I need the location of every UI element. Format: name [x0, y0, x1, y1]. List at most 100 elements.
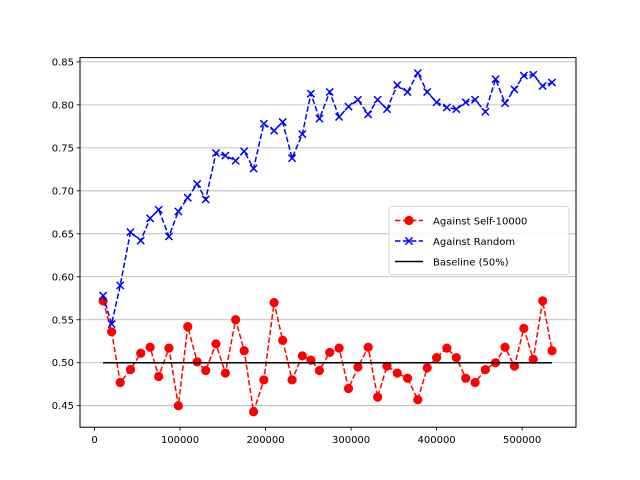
data-point [314, 365, 325, 376]
data-point [509, 361, 520, 371]
data-point [221, 151, 230, 160]
legend-entry-2: Baseline (50%) [395, 257, 509, 268]
data-point [269, 126, 279, 135]
data-point [528, 354, 538, 364]
data-point [500, 99, 510, 108]
data-point [343, 383, 354, 394]
data-point [470, 95, 480, 104]
legend-label: Against Self-10000 [433, 216, 527, 227]
data-point [259, 119, 268, 128]
data-point [452, 105, 461, 114]
data-point [423, 87, 432, 97]
data-point [107, 319, 116, 329]
data-point [382, 361, 392, 371]
series-line [102, 71, 553, 328]
data-point [364, 110, 373, 119]
data-point [315, 114, 324, 123]
data-point [278, 335, 288, 345]
data-point [325, 347, 335, 358]
legend-label: Baseline (50%) [433, 257, 509, 268]
legend-entry-0: Against Self-10000 [395, 215, 527, 227]
legend-entry-1: Against Random [395, 237, 515, 248]
data-point [510, 85, 519, 94]
data-point [372, 392, 383, 402]
y-tick-label: 0.55 [52, 315, 74, 326]
y-tick-label: 0.45 [52, 401, 74, 412]
data-point [442, 343, 452, 353]
data-point [432, 352, 442, 363]
x-tick-label: 500000 [503, 435, 541, 446]
data-point [547, 346, 557, 356]
data-point [183, 193, 192, 202]
data-point [481, 107, 490, 116]
data-point [201, 195, 210, 204]
data-point [126, 227, 135, 237]
data-point [373, 95, 382, 104]
data-point [392, 368, 402, 378]
data-point [239, 346, 249, 356]
y-tick-label: 0.75 [52, 143, 74, 154]
data-point [211, 339, 221, 349]
data-point [287, 154, 297, 163]
x-tick-label: 300000 [332, 435, 370, 446]
data-point [461, 98, 470, 107]
data-point [107, 327, 117, 337]
data-point [297, 351, 307, 361]
axes: 0.45 0.50 0.55 0.60 0.65 0.70 0.75 0.80 0.85 0 100… [52, 57, 541, 446]
data-point [382, 105, 392, 114]
data-point [519, 71, 528, 80]
legend: Against Self-10000 Against Random Baseline… [388, 206, 570, 275]
data-point [363, 342, 373, 352]
data-point [145, 214, 155, 223]
data-point [306, 89, 316, 98]
data-point [98, 291, 108, 300]
data-point [231, 315, 241, 325]
data-point [174, 207, 183, 216]
data-point [353, 95, 363, 104]
data-point [422, 363, 432, 373]
data-point [259, 375, 269, 385]
data-point [470, 377, 480, 388]
y-tick-label: 0.60 [52, 272, 74, 283]
data-point [500, 342, 510, 352]
x-tick-label: 400000 [418, 435, 456, 446]
data-point [136, 348, 146, 358]
data-point [538, 81, 547, 91]
data-point [192, 357, 202, 367]
y-tick-label: 0.65 [52, 229, 74, 240]
data-point [278, 117, 287, 127]
data-point [220, 368, 230, 378]
data-point [136, 236, 145, 245]
data-point [519, 323, 529, 333]
data-point [173, 401, 183, 411]
data-point [529, 70, 538, 79]
y-tick-label: 0.50 [52, 358, 74, 369]
data-point [334, 343, 344, 353]
data-point [164, 343, 174, 353]
data-point [125, 365, 136, 375]
data-point [240, 147, 249, 156]
data-point [393, 80, 402, 90]
data-point [547, 78, 557, 87]
y-tick-label: 0.85 [52, 57, 74, 68]
data-point [491, 74, 500, 84]
data-point [442, 103, 451, 112]
data-point [211, 148, 221, 158]
data-point [451, 352, 461, 363]
data-point [298, 129, 307, 139]
data-point [432, 98, 441, 107]
x-tick-label: 0 [91, 435, 97, 446]
data-point [116, 281, 125, 290]
data-point [269, 297, 279, 308]
data-point [249, 164, 258, 173]
data-point [413, 68, 422, 78]
data-point [115, 377, 125, 388]
data-point [402, 373, 413, 383]
data-point [480, 365, 490, 375]
series-0 [98, 296, 557, 417]
legend-box [388, 206, 570, 275]
plot-frame [79, 57, 577, 428]
series-layer [98, 68, 557, 417]
series-1 [98, 68, 557, 329]
legend-marker [404, 236, 414, 246]
